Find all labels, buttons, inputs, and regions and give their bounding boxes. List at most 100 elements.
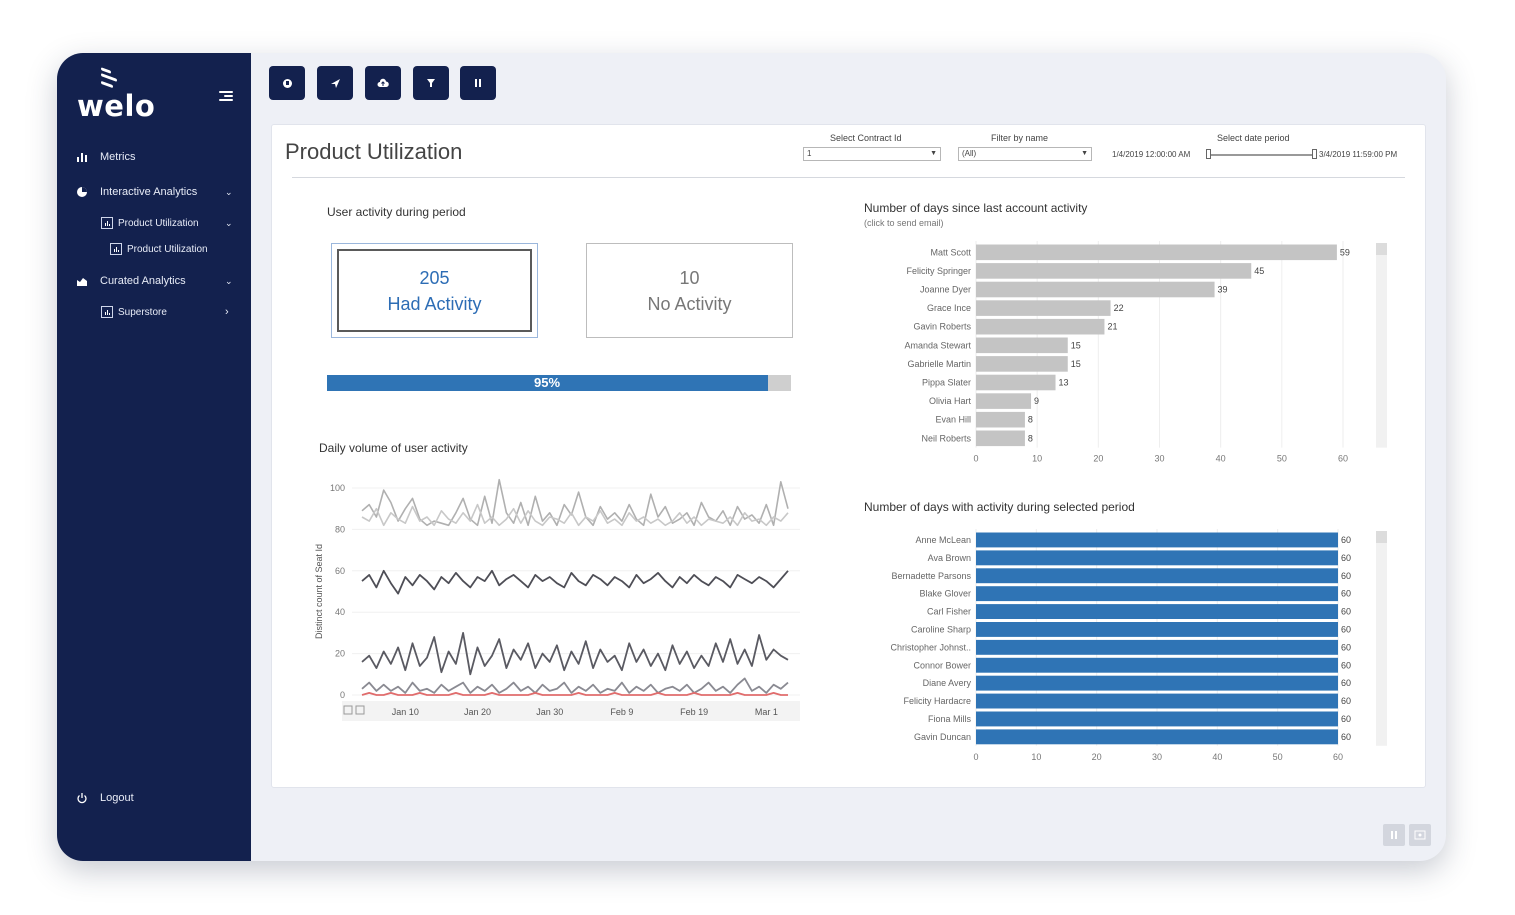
- sidebar-item-label: Metrics: [100, 151, 136, 163]
- sidebar-item-interactive-analytics[interactable]: Interactive Analytics ⌄: [57, 181, 251, 203]
- chevron-down-icon: ⌄: [225, 217, 233, 228]
- progress-label: 95%: [533, 375, 561, 390]
- name-select[interactable]: (All) ▼: [958, 147, 1092, 161]
- x-tick-label: Feb 9: [610, 707, 633, 717]
- bar: [976, 622, 1338, 637]
- toolbar-pause-button[interactable]: [460, 66, 496, 100]
- x-tick-label: Jan 20: [464, 707, 491, 717]
- toolbar-cloud-button[interactable]: [365, 66, 401, 100]
- value-label: 60: [1341, 624, 1351, 634]
- share-icon: [1414, 830, 1426, 840]
- menu-toggle-icon[interactable]: [219, 91, 233, 102]
- bar: [976, 356, 1068, 372]
- value-label: 21: [1107, 322, 1117, 332]
- had-activity-label: Had Activity: [387, 293, 482, 314]
- zoom-in-icon: [355, 705, 365, 715]
- had-activity-card[interactable]: 205 Had Activity: [331, 243, 538, 338]
- x-tick-label: 40: [1212, 752, 1222, 762]
- cloud-icon: [377, 78, 389, 87]
- bar: [976, 430, 1025, 447]
- y-tick-label: 100: [330, 483, 345, 493]
- series-line: [361, 503, 789, 527]
- no-activity-label: No Activity: [647, 293, 732, 314]
- divider: [292, 177, 1405, 178]
- category-label: Pippa Slater: [922, 378, 971, 388]
- x-axis-band: [342, 701, 800, 721]
- bar: [976, 639, 1338, 655]
- x-tick-label: 30: [1154, 454, 1164, 464]
- days-since-last-activity-chart[interactable]: 0 10 20 30 40 50 60 Matt Scott 59 Felicity Spring…: [864, 237, 1394, 467]
- logo-mark-icon: [101, 67, 123, 91]
- y-tick-label: 40: [335, 607, 345, 617]
- category-label: Gavin Roberts: [913, 322, 971, 332]
- category-label: Evan Hill: [935, 415, 971, 425]
- toolbar-filter-button[interactable]: [413, 66, 449, 100]
- activity-progress-bar: 95%: [327, 375, 791, 391]
- sidebar-item-superstore[interactable]: Superstore ›: [57, 301, 251, 323]
- x-tick-label: Jan 10: [392, 707, 419, 717]
- sidebar: welo Metrics Interactive Analytics ⌄ Pro…: [57, 53, 251, 861]
- bar: [976, 263, 1252, 279]
- logout-label: Logout: [100, 792, 134, 804]
- sidebar-item-curated-analytics[interactable]: Curated Analytics ⌄: [57, 270, 251, 292]
- sidebar-item-product-utilization-report[interactable]: Product Utilization: [57, 238, 251, 260]
- sidebar-item-label: Product Utilization: [118, 217, 199, 229]
- activity-section-title: User activity during period: [327, 205, 466, 219]
- dashboard-panel: Product Utilization Select Contract Id 1…: [271, 124, 1426, 788]
- bar: [976, 604, 1338, 619]
- bar: [976, 337, 1068, 354]
- category-label: Fiona Mills: [928, 714, 972, 724]
- sidebar-item-label: Interactive Analytics: [100, 186, 198, 198]
- bar: [976, 729, 1338, 745]
- toolbar-send-button[interactable]: [317, 66, 353, 100]
- daily-volume-chart[interactable]: Distinct count of Seat Id 0 20 40 60 80 100 Jan…: [310, 470, 800, 745]
- corner-share-button[interactable]: [1409, 824, 1431, 846]
- area-chart-icon: [76, 275, 88, 287]
- logo: welo: [75, 67, 165, 127]
- sidebar-item-label: Product Utilization: [127, 243, 208, 255]
- sidebar-item-metrics[interactable]: Metrics: [57, 146, 251, 168]
- category-label: Felicity Hardacre: [903, 696, 971, 706]
- had-activity-inner: 205 Had Activity: [337, 249, 532, 332]
- pause-icon: [475, 79, 481, 87]
- dropdown-arrow-icon: ▼: [1081, 150, 1088, 157]
- corner-pause-button[interactable]: [1383, 824, 1405, 846]
- date-slider-track[interactable]: [1210, 154, 1314, 156]
- value-label: 9: [1034, 396, 1039, 406]
- name-select-value: (All): [962, 149, 977, 158]
- x-tick-label: 0: [973, 752, 978, 762]
- date-slider-start-handle[interactable]: [1206, 149, 1211, 159]
- bar: [976, 411, 1025, 428]
- category-label: Anne McLean: [915, 535, 971, 545]
- category-label: Joanne Dyer: [920, 285, 971, 295]
- value-label: 15: [1071, 359, 1081, 369]
- chevron-down-icon: ⌄: [225, 275, 233, 286]
- contract-select[interactable]: 1 ▼: [803, 147, 941, 161]
- page-title: Product Utilization: [285, 139, 463, 164]
- category-label: Gabrielle Martin: [907, 359, 971, 369]
- name-filter-label: Filter by name: [991, 133, 1049, 143]
- bar: [976, 393, 1032, 409]
- toolbar-home-button[interactable]: [269, 66, 305, 100]
- days-active-title: Number of days with activity during sele…: [864, 500, 1135, 514]
- x-tick-label: Jan 30: [536, 707, 563, 717]
- sidebar-item-product-utilization[interactable]: Product Utilization ⌄: [57, 212, 251, 234]
- date-slider-end-handle[interactable]: [1312, 149, 1317, 159]
- filter-icon: [427, 79, 435, 87]
- value-label: 8: [1028, 415, 1033, 425]
- bar: [976, 657, 1338, 673]
- bar: [976, 300, 1111, 316]
- logout-button[interactable]: Logout: [57, 787, 251, 809]
- value-label: 60: [1341, 642, 1351, 652]
- no-activity-card[interactable]: 10 No Activity: [586, 243, 793, 338]
- x-tick-label: 20: [1093, 454, 1103, 464]
- dropdown-arrow-icon: ▼: [930, 150, 937, 157]
- value-label: 60: [1341, 553, 1351, 563]
- value-label: 60: [1341, 589, 1351, 599]
- value-label: 15: [1071, 340, 1081, 350]
- days-with-activity-chart[interactable]: 0 10 20 30 40 50 60 Anne McLean 60 Ava Brown 60 Ber…: [864, 525, 1394, 765]
- x-tick-label: Feb 19: [680, 707, 708, 717]
- pause-icon: [1391, 831, 1397, 839]
- report-icon: [101, 306, 113, 318]
- value-label: 60: [1341, 732, 1351, 742]
